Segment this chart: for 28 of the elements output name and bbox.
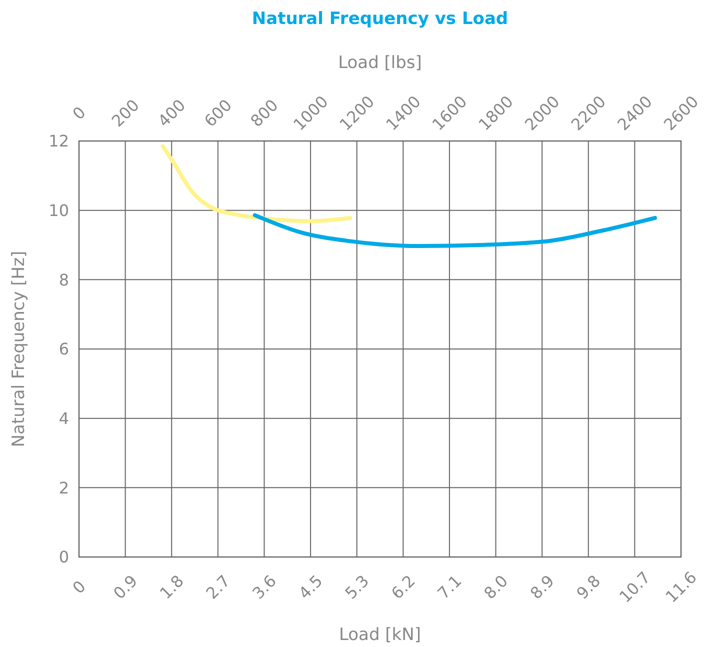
y-tick-label: 0 xyxy=(58,548,69,567)
y-axis-title: Natural Frequency [Hz] xyxy=(9,250,29,448)
x-tick-label: 6.2 xyxy=(388,571,419,603)
x-tick-label: 0.9 xyxy=(110,571,142,603)
y-tick-label: 10 xyxy=(48,200,69,220)
y-tick-label: 2 xyxy=(58,478,69,498)
y-tick-label: 4 xyxy=(58,408,69,428)
x-tick-label: 2.7 xyxy=(202,571,234,603)
x-tick-label: 7.1 xyxy=(434,571,466,603)
x2-tick-label: 800 xyxy=(246,96,282,131)
line-series xyxy=(160,144,352,224)
x-axis-title: Load [kN] xyxy=(338,625,422,645)
x-tick-label: 9.8 xyxy=(572,571,604,603)
x-tick-label: 1.8 xyxy=(156,571,188,603)
x-tick-label: 5.3 xyxy=(341,571,373,603)
x2-tick-label: 400 xyxy=(154,96,190,131)
chart-title: Natural Frequency vs Load xyxy=(252,9,508,29)
x2-axis-title: Load [lbs] xyxy=(338,53,422,73)
x-tick-label: 8.9 xyxy=(526,571,558,603)
line-series xyxy=(252,213,657,248)
x-tick-label: 3.6 xyxy=(248,571,280,603)
y-tick-label: 6 xyxy=(58,340,69,359)
x2-tick-label: 200 xyxy=(108,96,143,131)
y-tick-label: 8 xyxy=(58,270,69,290)
y-tick-label: 12 xyxy=(48,132,69,151)
x2-tick-label: 600 xyxy=(200,96,236,131)
x-tick-label: 4.5 xyxy=(294,571,326,603)
x-tick-label: 8.0 xyxy=(480,571,512,603)
